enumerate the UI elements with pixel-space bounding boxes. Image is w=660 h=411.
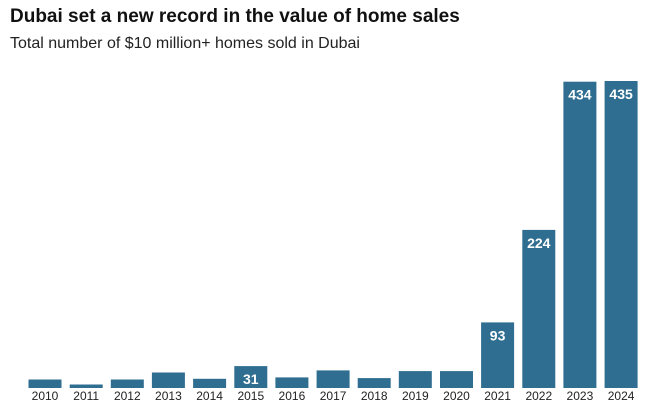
bar-2018 [357,378,391,388]
x-tick-label-2016: 2016 [279,389,306,403]
x-tick-label-2021: 2021 [484,389,511,403]
bar-labels-group: 31 93 224 434 435 [243,86,633,387]
bar-2011 [69,384,103,388]
bar-value-label-2022: 224 [527,235,551,251]
x-tick-label-2023: 2023 [567,389,594,403]
x-tick-label-2020: 2020 [443,389,470,403]
x-tick-label-2013: 2013 [155,389,182,403]
bar-2024 [604,81,638,388]
bar-2015 [234,366,268,388]
x-tick-label-2011: 2011 [73,389,99,403]
bar-2022 [522,229,556,388]
x-tick-label-2012: 2012 [114,389,141,403]
x-tick-label-2018: 2018 [361,389,388,403]
x-tick-label-2010: 2010 [32,389,59,403]
bar-2019 [398,371,432,388]
x-tick-label-2024: 2024 [608,389,635,403]
bar-value-label-2021: 93 [490,327,506,343]
x-axis-ticks: 2010 2011 2012 2013 2014 2015 2016 2017 2018 2019… [32,389,635,403]
bar-2017 [316,370,350,388]
bar-2021 [481,322,515,388]
bar-value-label-2023: 434 [568,87,592,103]
bar-value-label-2024: 435 [609,86,633,102]
bar-2012 [110,379,144,388]
x-tick-label-2015: 2015 [237,389,264,403]
bar-value-label-2015: 31 [243,371,259,387]
chart-subtitle: Total number of $10 million+ homes sold … [10,35,360,52]
bar-2020 [440,371,473,388]
bar-2010 [28,379,62,388]
x-tick-label-2019: 2019 [402,389,429,403]
x-tick-label-2017: 2017 [320,389,347,403]
chart-title: Dubai set a new record in the value of h… [10,6,460,27]
bar-2013 [151,372,185,388]
bar-2016 [275,377,309,388]
x-tick-label-2022: 2022 [525,389,552,403]
bar-2023 [563,81,597,388]
bar-2014 [193,378,227,388]
bars-group [28,81,638,388]
x-tick-label-2014: 2014 [196,389,223,403]
